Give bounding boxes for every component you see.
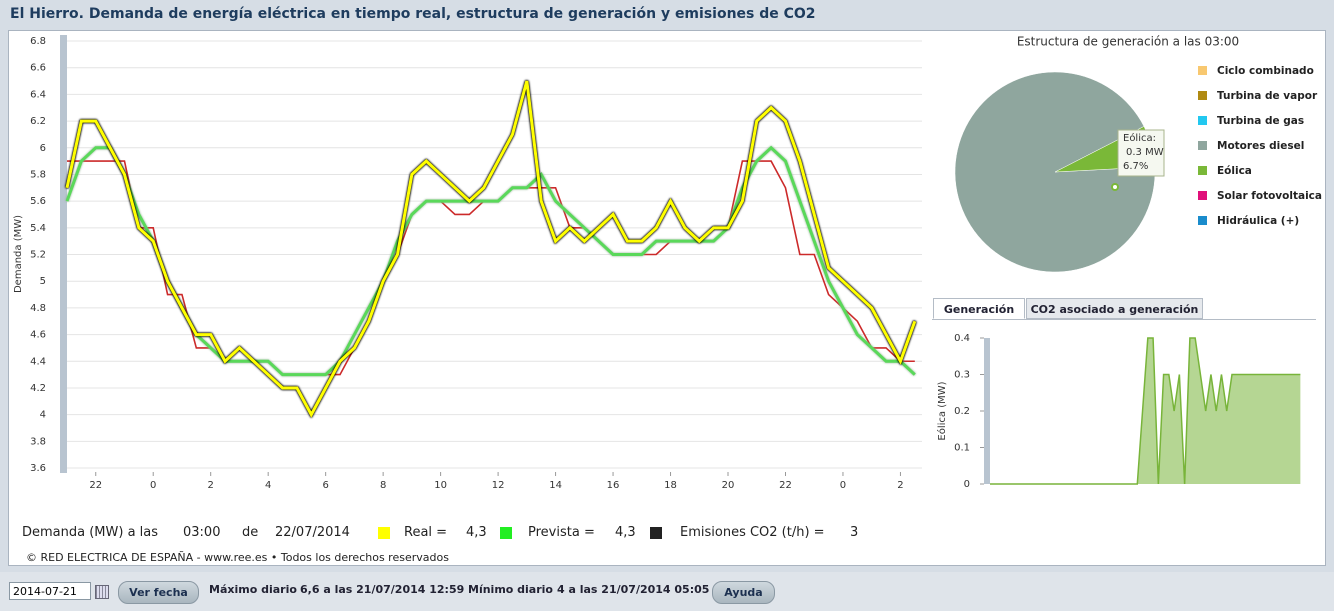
x-tick-label: 4 bbox=[265, 480, 271, 491]
y-axis-label: Eólica (MW) bbox=[936, 381, 948, 440]
y-tick-label: 5.2 bbox=[30, 250, 46, 261]
y-tick-label: 0.3 bbox=[954, 370, 970, 381]
y-tick-label: 6.2 bbox=[30, 116, 46, 127]
y-tick-label: 0.2 bbox=[954, 406, 970, 417]
y-tick-label: 4.4 bbox=[30, 356, 46, 367]
x-tick-label: 2 bbox=[208, 480, 214, 491]
readout-item-label: Emisiones CO2 (t/h) = bbox=[680, 525, 825, 540]
x-tick-label: 6 bbox=[322, 480, 328, 491]
y-tick-label: 4.8 bbox=[30, 303, 46, 314]
y-tick-label: 5.4 bbox=[30, 223, 46, 234]
tooltip-text: 0.3 MW bbox=[1126, 147, 1164, 158]
legend-swatch bbox=[1198, 166, 1207, 175]
tab-line bbox=[932, 319, 1316, 320]
readout-time: 03:00 bbox=[183, 525, 221, 540]
x-tick-label: 18 bbox=[664, 480, 677, 491]
series-line bbox=[67, 160, 915, 376]
y-tick-label: 6 bbox=[40, 143, 46, 154]
button[interactable]: Ver fecha bbox=[118, 581, 199, 604]
min-value: 4 a las 21/07/2014 05:05 bbox=[557, 583, 710, 596]
legend-label: Eólica bbox=[1217, 165, 1252, 177]
readout-de: de bbox=[242, 525, 259, 540]
readout-item-value: 4,3 bbox=[466, 525, 487, 540]
y-tick-label: 0.4 bbox=[954, 333, 970, 344]
legend-label: Ciclo combinado bbox=[1217, 65, 1314, 77]
y-tick-label: 4.6 bbox=[30, 330, 46, 341]
y-tick-label: 0.1 bbox=[954, 443, 970, 454]
x-tick-label: 22 bbox=[779, 480, 792, 491]
readout-item-label: Prevista = bbox=[528, 525, 595, 540]
series-line bbox=[65, 80, 917, 418]
legend-swatch bbox=[1198, 116, 1207, 125]
legend-label: Motores diesel bbox=[1217, 140, 1304, 152]
area-line bbox=[990, 337, 1301, 485]
max-value: 6,6 a las 21/07/2014 12:59 bbox=[300, 583, 465, 596]
tooltip bbox=[1117, 129, 1165, 177]
legend-swatch bbox=[378, 527, 390, 539]
legend-swatch bbox=[650, 527, 662, 539]
y-tick-label: 4.2 bbox=[30, 383, 46, 394]
date-input[interactable]: 2014-07-21 bbox=[9, 582, 91, 600]
y-tick-label: 6.6 bbox=[30, 63, 46, 74]
y-tick-label: 0 bbox=[964, 479, 970, 490]
x-tick-label: 16 bbox=[607, 480, 620, 491]
legend-swatch bbox=[1198, 66, 1207, 75]
y-tick-label: 3.6 bbox=[30, 463, 46, 474]
copyright: © RED ELECTRICA DE ESPAÑA - www.ree.es •… bbox=[26, 551, 449, 564]
legend-label: Turbina de gas bbox=[1217, 115, 1304, 127]
x-tick-label: 0 bbox=[840, 480, 846, 491]
calendar-icon[interactable] bbox=[95, 585, 109, 599]
y-tick-label: 5.8 bbox=[30, 169, 46, 180]
y-tick-label: 5 bbox=[40, 276, 46, 287]
hover-marker bbox=[1111, 183, 1119, 191]
legend-label: Turbina de vapor bbox=[1217, 90, 1318, 102]
y-tick-label: 5.6 bbox=[30, 196, 46, 207]
y-tick-label: 3.8 bbox=[30, 436, 46, 447]
x-tick-label: 2 bbox=[897, 480, 903, 491]
series-line bbox=[65, 145, 916, 377]
legend-label: Hidráulica (+) bbox=[1217, 215, 1299, 227]
readout-label: Demanda (MW) a las bbox=[22, 525, 159, 540]
x-tick-label: 0 bbox=[150, 480, 156, 491]
tooltip-text: 6.7% bbox=[1123, 161, 1148, 172]
y-tick-label: 4 bbox=[40, 410, 46, 421]
pie-title: Estructura de generación a las 03:00 bbox=[1017, 35, 1239, 49]
min-label: Mínimo diario bbox=[468, 583, 553, 596]
legend-label: Solar fotovoltaica bbox=[1217, 190, 1322, 202]
max-label: Máximo diario bbox=[209, 583, 297, 596]
legend-swatch bbox=[1198, 91, 1207, 100]
x-tick-label: 12 bbox=[492, 480, 505, 491]
readout-item-value: 3 bbox=[850, 525, 859, 540]
x-tick-label: 22 bbox=[89, 480, 102, 491]
legend-swatch bbox=[1198, 216, 1207, 225]
legend-swatch bbox=[1198, 141, 1207, 150]
toolbar bbox=[0, 572, 1334, 611]
area-fill bbox=[990, 338, 1301, 484]
button[interactable]: Ayuda bbox=[712, 581, 775, 604]
y-axis-label: Demanda (MW) bbox=[13, 215, 24, 293]
readout-item-label: Real = bbox=[404, 525, 448, 540]
x-tick-label: 14 bbox=[549, 480, 562, 491]
y-tick-label: 6.8 bbox=[30, 36, 46, 47]
x-tick-label: 20 bbox=[722, 480, 735, 491]
legend-swatch bbox=[1198, 191, 1207, 200]
tab[interactable]: CO2 asociado a generación bbox=[1026, 298, 1203, 319]
tab[interactable]: Generación bbox=[933, 298, 1025, 319]
axis-bar bbox=[60, 35, 67, 473]
readout-item-value: 4,3 bbox=[615, 525, 636, 540]
legend-swatch bbox=[500, 527, 512, 539]
x-tick-label: 8 bbox=[380, 480, 386, 491]
tooltip-text: Eólica: bbox=[1123, 132, 1156, 144]
x-tick-label: 10 bbox=[434, 480, 447, 491]
page-title: El Hierro. Demanda de energía eléctrica … bbox=[10, 6, 816, 22]
readout-date: 22/07/2014 bbox=[275, 525, 350, 540]
y-tick-label: 6.4 bbox=[30, 89, 46, 100]
axis-bar bbox=[984, 338, 990, 484]
